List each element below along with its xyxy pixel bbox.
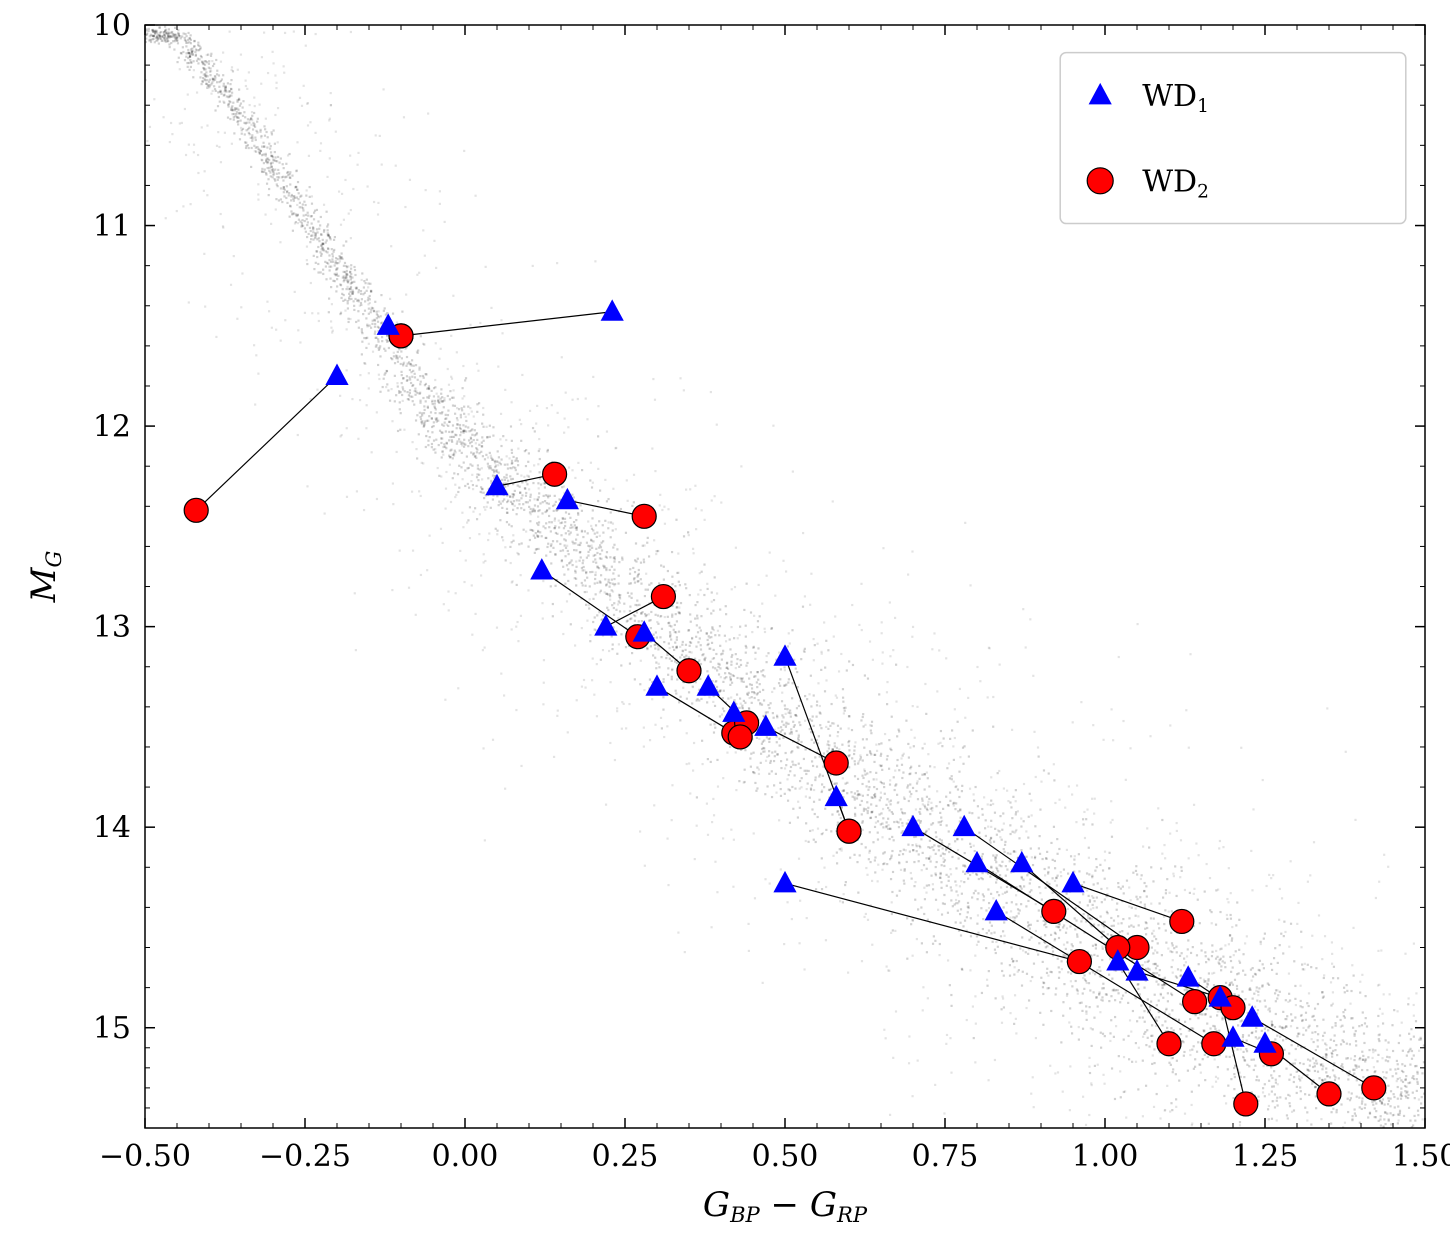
xtick-label: 1.25 <box>1232 1139 1299 1174</box>
legend: WD1WD2 <box>1060 53 1406 224</box>
y-axis-label: MG <box>24 551 66 604</box>
ytick-label: 11 <box>93 209 131 244</box>
xtick-label: 0.00 <box>432 1139 499 1174</box>
xtick-label: −0.50 <box>99 1139 191 1174</box>
ytick-label: 12 <box>93 410 131 445</box>
xtick-label: 1.50 <box>1392 1139 1450 1174</box>
wd2-points <box>184 324 1386 1116</box>
x-axis-label: GBP − GRP <box>703 1185 868 1227</box>
xtick-label: −0.25 <box>259 1139 351 1174</box>
ytick-label: 13 <box>93 610 131 645</box>
xtick-label: 0.75 <box>912 1139 979 1174</box>
ytick-label: 10 <box>93 9 131 44</box>
ytick-label: 14 <box>93 811 131 846</box>
xtick-label: 0.25 <box>592 1139 659 1174</box>
cmd-scatter-chart: −0.50 −0.25 0.00 0.25 0.50 0.75 1.00 1.25 1.50 10… <box>0 0 1450 1233</box>
xtick-label: 1.00 <box>1072 1139 1139 1174</box>
ytick-label: 15 <box>93 1011 131 1046</box>
xtick-label: 0.50 <box>752 1139 819 1174</box>
chart-container: −0.50 −0.25 0.00 0.25 0.50 0.75 1.00 1.25 1.50 10… <box>0 0 1450 1233</box>
